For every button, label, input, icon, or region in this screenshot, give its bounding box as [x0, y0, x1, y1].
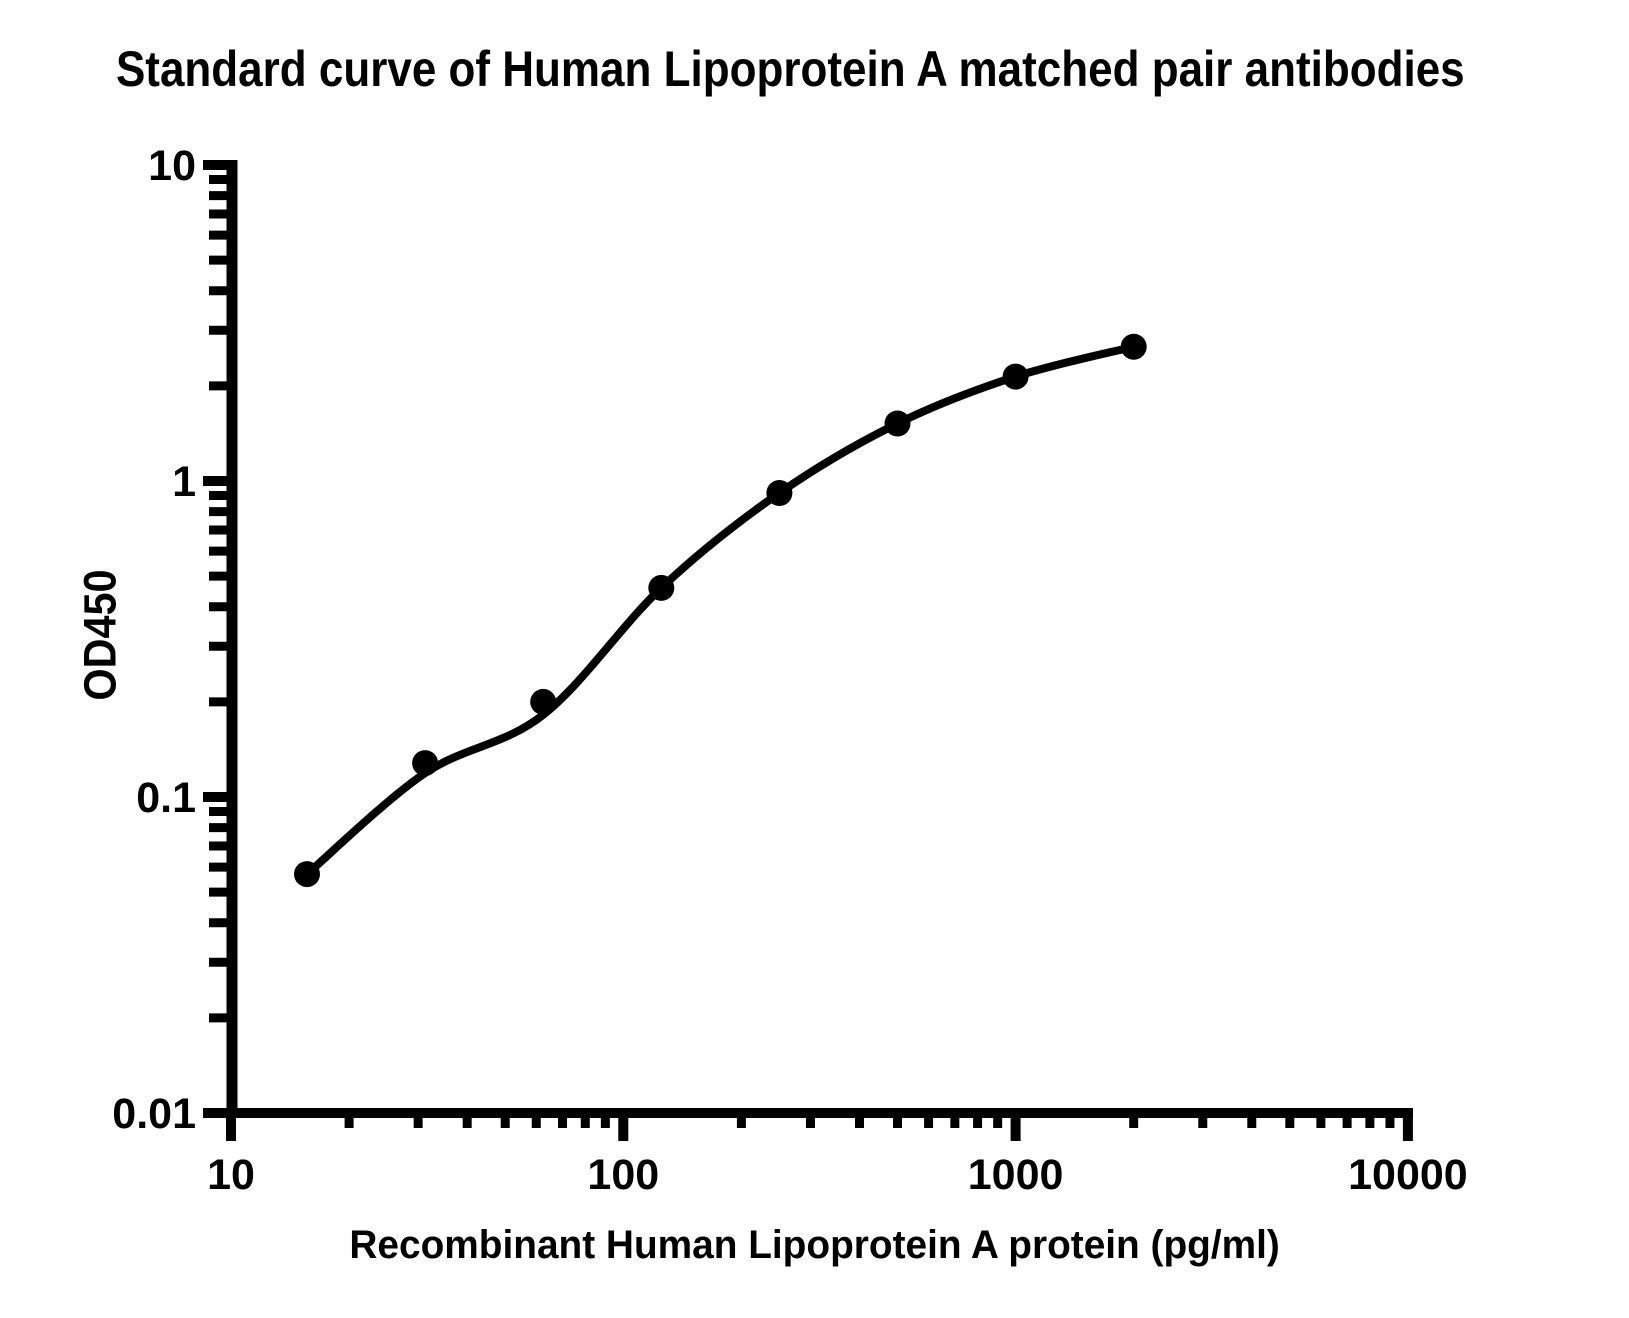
chart-title: Standard curve of Human Lipoprotein A ma…: [0, 44, 1629, 94]
data-point: [884, 410, 911, 437]
y-tick-label: 1: [172, 458, 196, 506]
data-point: [766, 480, 793, 506]
data-point: [648, 574, 675, 601]
x-tick-label: 10000: [1348, 1151, 1468, 1199]
x-tick-label: 10: [207, 1151, 255, 1199]
data-point: [530, 688, 557, 715]
data-point: [1002, 363, 1029, 390]
y-tick-label: 10: [148, 142, 196, 190]
y-tick-label: 0.1: [136, 774, 196, 822]
x-axis-title-text: Recombinant Human Lipoprotein A protein …: [349, 1223, 1280, 1267]
data-point: [1120, 333, 1147, 360]
data-point: [412, 750, 439, 777]
x-tick-label: 100: [587, 1151, 659, 1199]
y-tick-label: 0.01: [112, 1090, 196, 1138]
data-point: [294, 861, 320, 888]
x-tick-label: 1000: [968, 1151, 1064, 1199]
x-axis-title: Recombinant Human Lipoprotein A protein …: [0, 1225, 1629, 1265]
chart-title-text: Standard curve of Human Lipoprotein A ma…: [116, 41, 1465, 97]
fit-curve: [303, 342, 1138, 879]
